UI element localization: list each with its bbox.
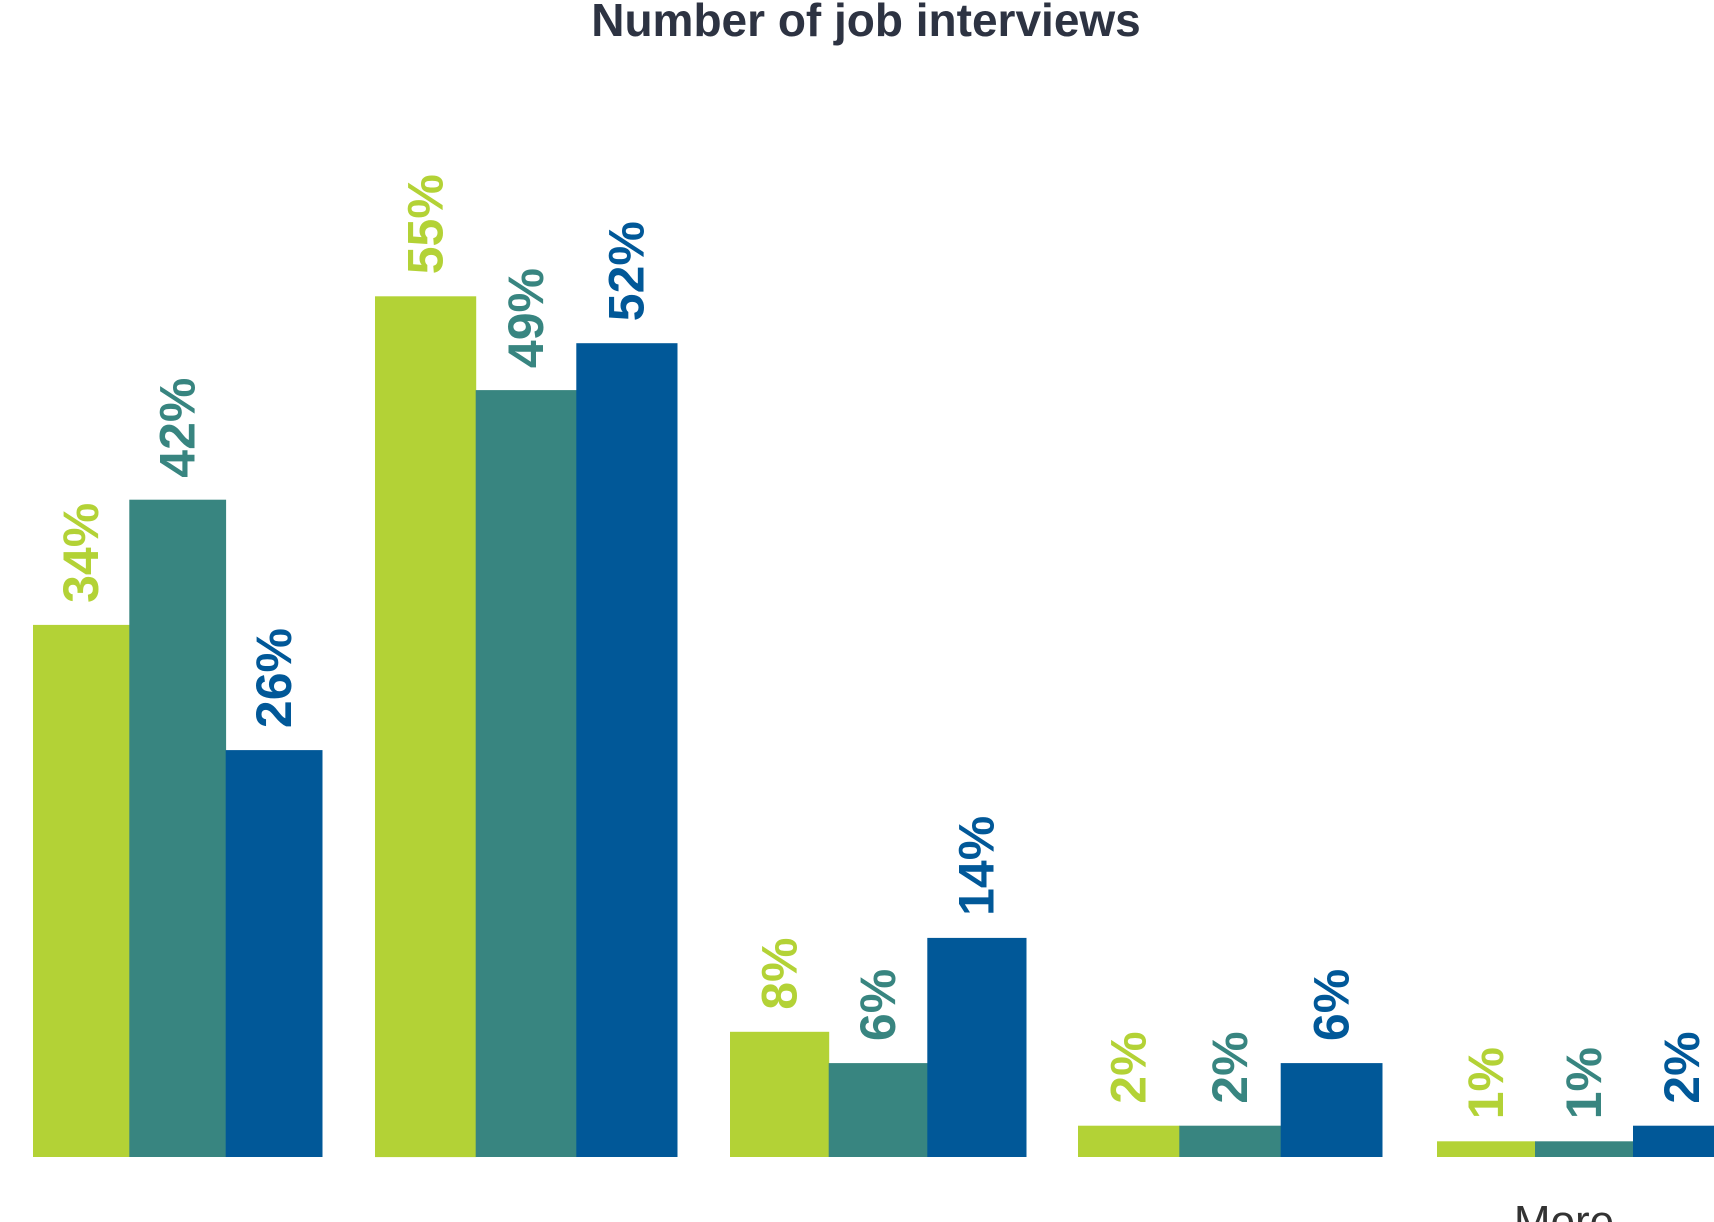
value-label-group5-series3: 2% <box>1654 1031 1710 1103</box>
bar-group5-series1 <box>1437 1141 1536 1157</box>
category-labels-layer: More <box>1514 1197 1614 1222</box>
bar-group1-series3 <box>226 750 323 1157</box>
category-label-5: More <box>1514 1197 1614 1222</box>
bar-group5-series3 <box>1633 1126 1714 1157</box>
bar-group3-series2 <box>829 1063 928 1157</box>
bar-group2-series3 <box>576 343 677 1157</box>
bar-group4-series1 <box>1078 1126 1180 1157</box>
value-label-group4-series1: 2% <box>1101 1031 1157 1103</box>
bar-group4-series2 <box>1179 1126 1281 1157</box>
value-label-group2-series2: 49% <box>498 268 554 368</box>
value-label-group2-series1: 55% <box>397 174 453 274</box>
value-label-group1-series3: 26% <box>246 628 302 728</box>
bar-group4-series3 <box>1281 1063 1383 1157</box>
bar-group1-series2 <box>129 500 226 1157</box>
value-label-group3-series1: 8% <box>751 938 807 1010</box>
bar-group2-series2 <box>476 390 577 1157</box>
value-label-group4-series2: 2% <box>1202 1031 1258 1103</box>
value-label-group5-series1: 1% <box>1458 1047 1514 1119</box>
value-label-group4-series3: 6% <box>1303 969 1359 1041</box>
value-label-group1-series2: 42% <box>150 378 206 478</box>
bar-group5-series2 <box>1535 1141 1634 1157</box>
bar-group1-series1 <box>33 625 130 1157</box>
bar-group3-series1 <box>730 1032 829 1157</box>
value-label-group1-series1: 34% <box>53 503 109 603</box>
value-label-group3-series2: 6% <box>850 969 906 1041</box>
bar-group2-series1 <box>375 296 476 1157</box>
chart-title: Number of job interviews <box>591 0 1141 46</box>
value-label-group3-series3: 14% <box>949 816 1005 916</box>
value-label-group2-series3: 52% <box>599 221 655 321</box>
bar-group3-series3 <box>927 938 1026 1157</box>
value-label-group5-series2: 1% <box>1556 1047 1612 1119</box>
